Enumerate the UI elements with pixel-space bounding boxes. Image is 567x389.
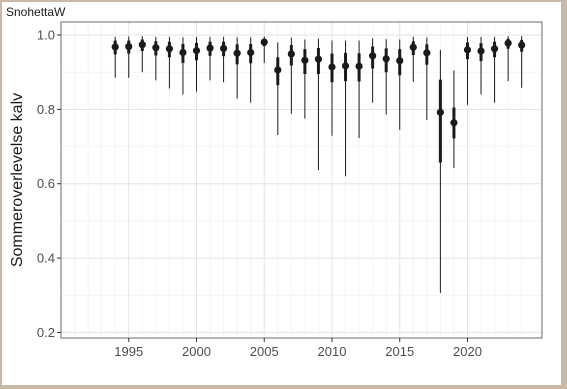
data-point-2017 [423, 37, 431, 121]
data-point-2014 [382, 39, 390, 115]
data-point-2020 [463, 36, 472, 105]
x-tick-label: 2000 [182, 344, 211, 359]
data-point-2004 [247, 37, 255, 103]
point-estimate [219, 44, 228, 52]
x-tick-label: 2020 [453, 344, 482, 359]
point-estimate [355, 62, 363, 70]
point-estimate [504, 39, 512, 47]
data-point-2016 [409, 36, 417, 82]
data-point-2012 [355, 40, 363, 138]
point-estimate [111, 43, 119, 51]
data-point-2000 [192, 36, 201, 92]
point-estimate [423, 49, 431, 57]
point-estimate [490, 45, 499, 53]
point-estimate [314, 55, 323, 63]
point-estimate [369, 52, 377, 60]
data-point-2008 [301, 39, 309, 119]
data-point-2013 [369, 38, 377, 103]
data-point-1997 [152, 36, 160, 81]
axes: 1995 2000 2005 2010 2015 2020 0.2 0.4 0.6 0.8 1.0 [37, 21, 543, 359]
point-estimate [341, 62, 350, 70]
point-estimate [382, 55, 390, 63]
data-point-2015 [396, 39, 404, 130]
data-point-2019 [450, 70, 458, 169]
point-estimate [138, 41, 146, 49]
y-tick-label: 0.6 [37, 176, 55, 191]
x-tick-label: 2005 [250, 344, 279, 359]
x-tick-label: 2015 [385, 344, 414, 359]
point-estimate [287, 50, 295, 58]
point-estimate [450, 119, 458, 127]
data-point-2007 [287, 37, 295, 114]
y-tick-label: 0.8 [37, 102, 55, 117]
y-axis-title: Sommeroverlevelse kalv [9, 93, 26, 267]
point-estimate [518, 41, 526, 49]
survival-series [111, 36, 526, 294]
x-tick-label: 1995 [114, 344, 143, 359]
data-point-1998 [165, 36, 173, 89]
data-point-2024 [518, 36, 526, 88]
data-point-2023 [504, 36, 512, 82]
point-estimate [463, 46, 472, 54]
point-estimate [409, 43, 417, 51]
major-gridlines [61, 22, 542, 338]
chart-title: SnohettaW [6, 5, 66, 19]
point-estimate [152, 44, 160, 52]
point-estimate [396, 57, 404, 65]
point-estimate [436, 108, 444, 116]
data-point-2005 [260, 36, 268, 63]
point-estimate [192, 47, 201, 55]
data-point-2021 [477, 36, 485, 95]
data-point-2003 [233, 37, 241, 99]
point-estimate [477, 47, 485, 55]
data-point-2022 [490, 36, 499, 103]
point-estimate [260, 38, 268, 46]
point-estimate [274, 66, 282, 74]
point-estimate [179, 48, 187, 57]
data-point-2001 [206, 36, 214, 81]
survival-chart: SnohettaW Sommeroverlevelse kalv 1995 200… [6, 5, 543, 359]
point-estimate [247, 48, 255, 57]
data-point-2006 [274, 42, 282, 136]
y-tick-label: 1.0 [37, 28, 55, 43]
panel-border [60, 21, 543, 339]
data-point-1999 [179, 37, 187, 95]
data-point-2011 [341, 40, 350, 177]
data-point-2009 [314, 38, 323, 170]
minor-gridlines [61, 22, 542, 338]
data-point-1995 [125, 36, 133, 78]
chart-frame: SnohettaW Sommeroverlevelse kalv 1995 200… [2, 2, 561, 385]
point-estimate [165, 45, 173, 53]
data-point-2018 [436, 49, 444, 294]
data-point-1994 [111, 36, 119, 78]
point-estimate [301, 56, 309, 64]
point-estimate [233, 49, 241, 57]
data-point-1996 [138, 36, 146, 73]
point-estimate [328, 63, 336, 71]
y-tick-label: 0.2 [37, 325, 55, 340]
data-point-2002 [219, 36, 228, 83]
point-estimate [206, 44, 214, 52]
data-point-2010 [328, 40, 336, 136]
point-estimate [125, 42, 133, 51]
y-tick-label: 0.4 [37, 251, 55, 266]
x-tick-label: 2010 [318, 344, 347, 359]
